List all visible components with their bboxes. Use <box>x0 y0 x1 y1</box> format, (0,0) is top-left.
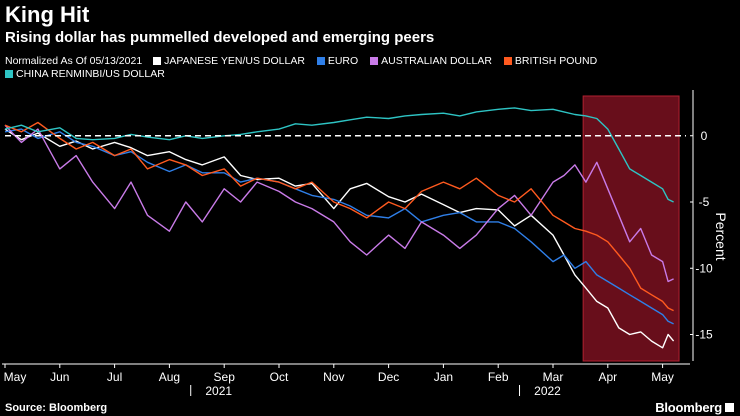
series-line-4 <box>4 107 674 203</box>
year-label-0: 2021 <box>205 384 232 398</box>
x-tick-label-8: Jan <box>434 370 453 384</box>
legend-item-aud: AUSTRALIAN DOLLAR <box>370 55 492 68</box>
series-line-0 <box>4 128 675 349</box>
legend-label-aud: AUSTRALIAN DOLLAR <box>381 55 492 67</box>
highlight-region <box>582 95 680 362</box>
chart-title: King Hit <box>5 2 90 27</box>
x-tick-label-0: May <box>4 370 27 384</box>
legend: Normalized As Of 05/13/2021 JAPANESE YEN… <box>5 55 665 81</box>
brand-text: Bloomberg <box>655 400 722 415</box>
year-label-1: 2022 <box>534 384 561 398</box>
y-tick-label-3: -15 <box>695 328 713 342</box>
chart-subtitle: Rising dollar has pummelled developed an… <box>5 29 435 46</box>
y-tick-label-1: -5 <box>699 195 710 209</box>
legend-item-jpy: JAPANESE YEN/US DOLLAR <box>153 55 305 68</box>
brand-mark-icon <box>725 403 734 412</box>
x-tick-label-11: Apr <box>598 370 617 384</box>
legend-swatch-eur <box>316 56 325 65</box>
y-tick-label-2: -10 <box>695 261 713 275</box>
normalization-note: Normalized As Of 05/13/2021 <box>5 55 143 67</box>
y-tick-label-0: 0 <box>701 129 708 143</box>
x-tick-label-9: Feb <box>488 370 509 384</box>
x-tick-label-7: Dec <box>378 370 399 384</box>
x-tick-label-6: Nov <box>323 370 344 384</box>
x-tick-label-12: May <box>651 370 674 384</box>
legend-item-gbp: BRITISH POUND <box>503 55 598 68</box>
x-tick-label-2: Jul <box>107 370 122 384</box>
series-line-2 <box>4 124 674 283</box>
series-line-1 <box>4 128 674 325</box>
legend-swatch-jpy <box>153 56 162 65</box>
x-tick-label-4: Sep <box>214 370 236 384</box>
bloomberg-logo: Bloomberg <box>655 400 734 415</box>
x-tick-label-1: Jun <box>50 370 69 384</box>
legend-label-gbp: BRITISH POUND <box>514 55 598 67</box>
legend-swatch-gbp <box>503 56 512 65</box>
x-tick-label-10: Mar <box>543 370 564 384</box>
legend-swatch-aud <box>370 56 379 65</box>
x-tick-label-5: Oct <box>270 370 289 384</box>
legend-swatch-cny <box>5 69 13 78</box>
legend-label-cny: CHINA RENMINBI/US DOLLAR <box>16 68 165 80</box>
x-tick-label-3: Aug <box>159 370 180 384</box>
legend-label-eur: EURO <box>327 55 359 67</box>
legend-label-jpy: JAPANESE YEN/US DOLLAR <box>164 55 305 67</box>
series-line-3 <box>4 121 674 312</box>
y-axis-label: Percent <box>713 212 729 260</box>
legend-item-cny: CHINA RENMINBI/US DOLLAR <box>5 68 165 81</box>
source-note: Source: Bloomberg <box>5 402 108 414</box>
legend-item-eur: EURO <box>316 55 359 68</box>
